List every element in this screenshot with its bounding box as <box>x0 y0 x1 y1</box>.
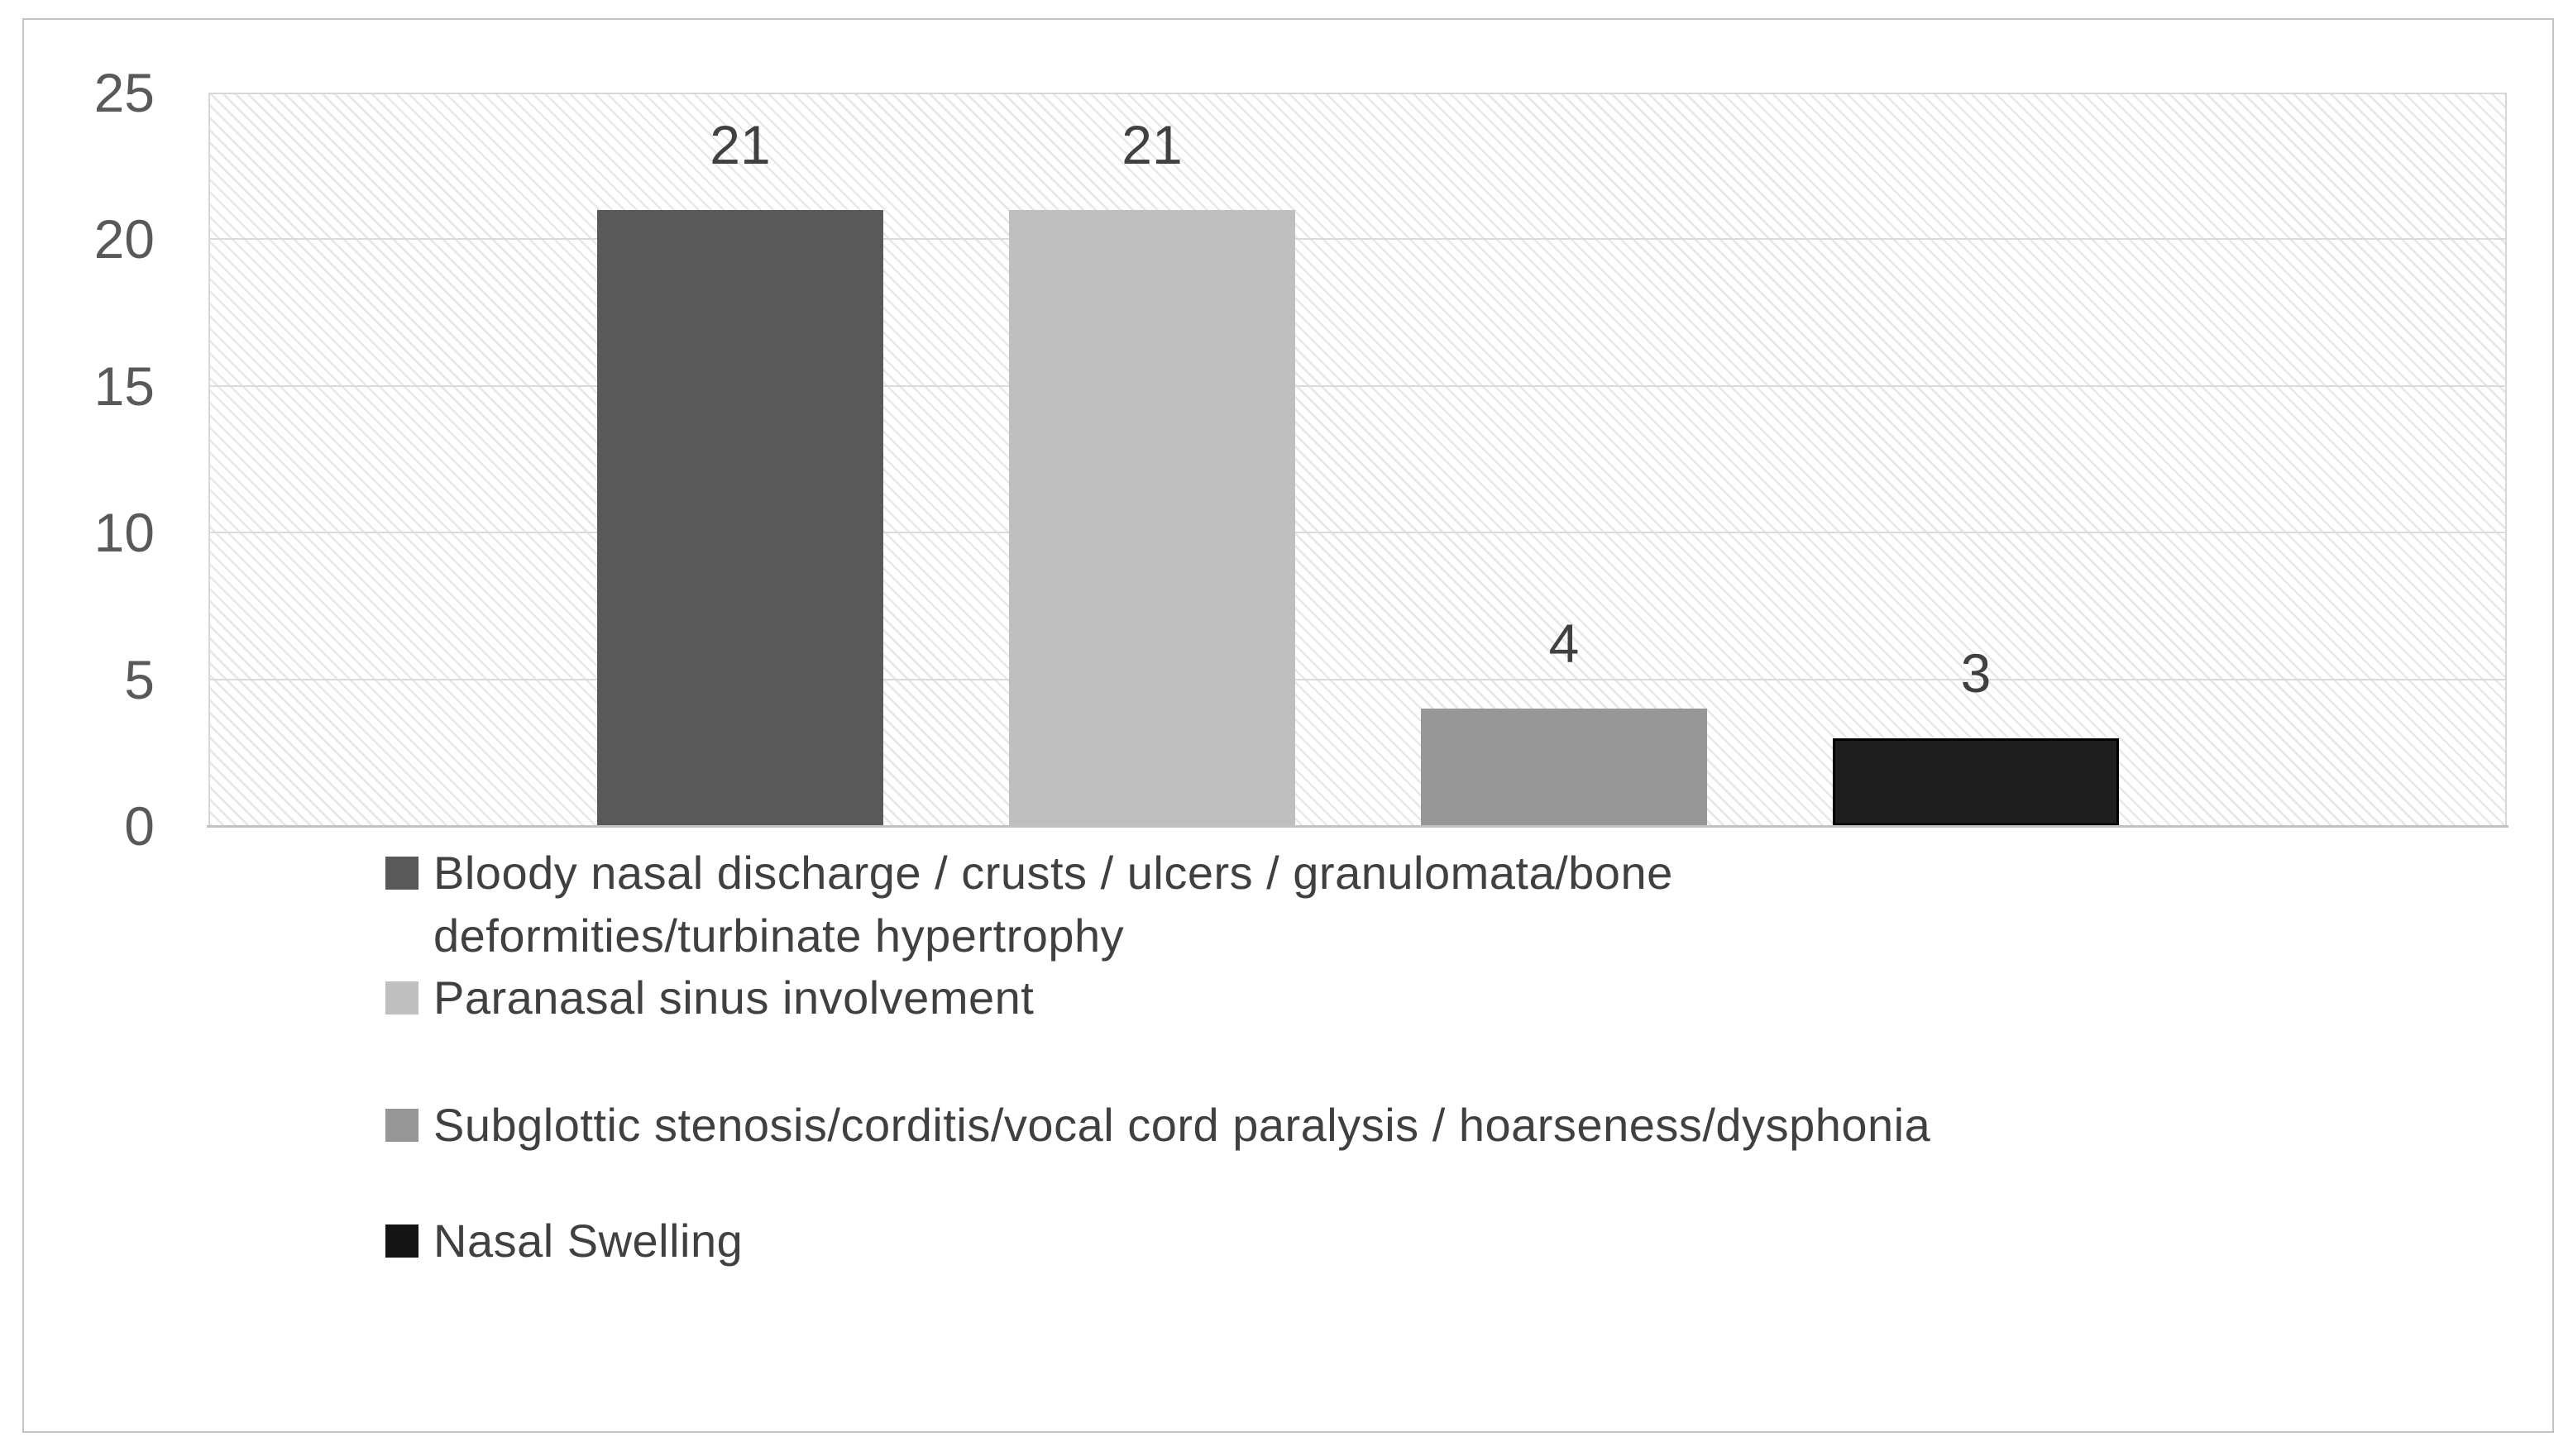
legend-swatch-4 <box>385 1224 418 1258</box>
bar-data-label-3: 4 <box>1548 613 1580 675</box>
legend-label-2: Paranasal sinus involvement <box>433 967 2460 1029</box>
y-tick-label-25: 25 <box>93 62 155 123</box>
legend-swatch-2 <box>385 981 418 1014</box>
legend-swatch-1 <box>385 857 418 890</box>
legend-label-3: Subglottic stenosis/corditis/vocal cord … <box>433 1094 2460 1157</box>
bar-series-1 <box>597 209 883 826</box>
gridline-20 <box>208 238 2507 241</box>
legend-label-line: Paranasal sinus involvement <box>433 971 1035 1024</box>
y-tick-label-5: 5 <box>124 648 155 710</box>
chart-frame: 0 5 10 15 20 25 21 21 4 3 Bloody nasal discharge… <box>22 18 2554 1433</box>
y-tick-label-15: 15 <box>93 355 155 417</box>
bar-data-label-1: 21 <box>710 113 771 175</box>
legend-swatch-3 <box>385 1109 418 1142</box>
x-axis-line <box>207 825 2508 828</box>
gridline-5 <box>208 678 2507 680</box>
gridline-15 <box>208 384 2507 387</box>
plot-area <box>208 93 2507 826</box>
legend-label-line: Nasal Swelling <box>433 1215 744 1267</box>
bar-data-label-4: 3 <box>1960 642 1992 704</box>
y-tick-label-10: 10 <box>93 502 155 564</box>
gridline-10 <box>208 532 2507 534</box>
bar-data-label-2: 21 <box>1122 113 1183 175</box>
legend-label-line: Bloody nasal discharge / crusts / ulcers… <box>433 847 1673 899</box>
y-tick-label-20: 20 <box>93 208 155 270</box>
legend-label-line: deformities/turbinate hypertrophy <box>433 909 1125 962</box>
legend-label-1: Bloody nasal discharge / crusts / ulcers… <box>433 842 2460 967</box>
bar-series-2 <box>1009 209 1295 826</box>
legend-label-line: Subglottic stenosis/corditis/vocal cord … <box>433 1099 1931 1151</box>
bar-series-4 <box>1833 738 2119 826</box>
legend-label-4: Nasal Swelling <box>433 1210 2460 1272</box>
bar-series-3 <box>1421 709 1707 826</box>
y-tick-label-0: 0 <box>124 795 155 857</box>
